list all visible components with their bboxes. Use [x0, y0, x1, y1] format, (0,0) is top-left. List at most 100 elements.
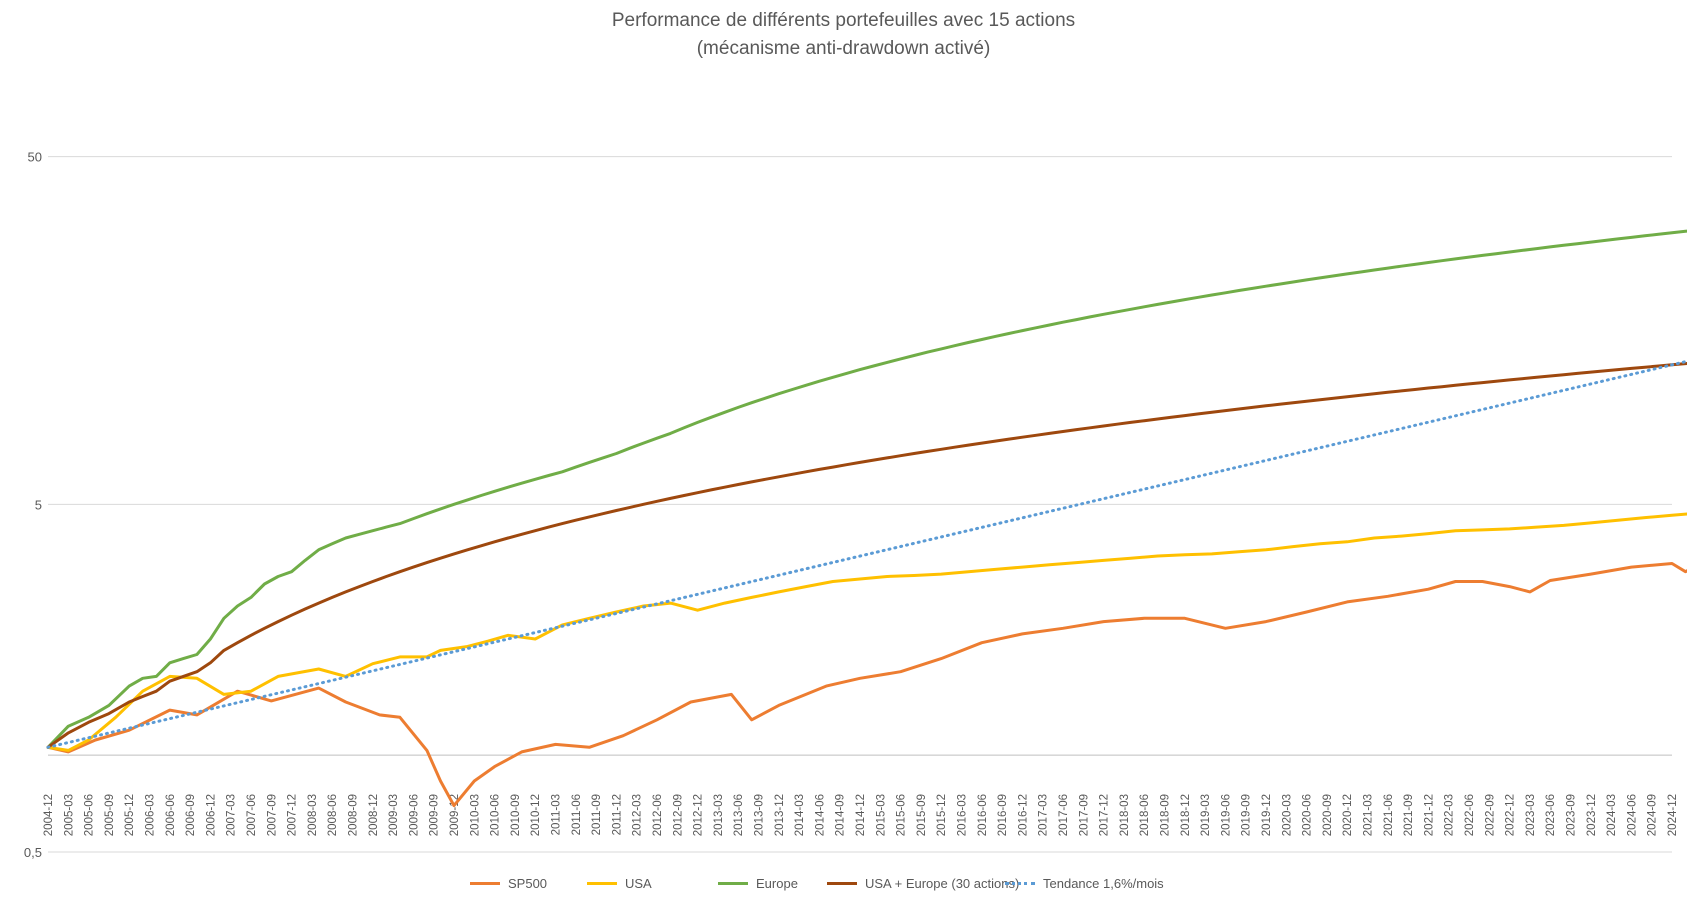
- x-tick-label: 2012-12: [693, 794, 705, 836]
- x-tick-label: 2017-06: [1058, 794, 1070, 836]
- x-tick-label: 2019-03: [1200, 794, 1212, 836]
- x-tick-label: 2007-12: [287, 794, 299, 836]
- series-line-1: [46, 512, 1687, 752]
- legend-label: Tendance 1,6%/mois: [1043, 876, 1164, 891]
- x-tick-label: 2011-03: [551, 794, 563, 835]
- x-tick-label: 2019-09: [1241, 794, 1253, 836]
- x-tick-label: 2024-06: [1626, 794, 1638, 836]
- x-tick-label: 2016-09: [997, 794, 1009, 836]
- x-tick-label: 2023-09: [1566, 794, 1578, 836]
- x-tick-label: 2017-03: [1038, 794, 1050, 836]
- x-tick-label: 2015-09: [916, 794, 928, 836]
- x-tick-label: 2020-03: [1281, 794, 1293, 836]
- x-tick-label: 2006-03: [145, 794, 157, 836]
- x-tick-label: 2022-03: [1444, 794, 1456, 836]
- x-tick-label: 2017-09: [1078, 794, 1090, 836]
- x-tick-label: 2018-06: [1139, 794, 1151, 836]
- x-tick-label: 2006-06: [165, 794, 177, 836]
- x-tick-label: 2010-06: [490, 794, 502, 836]
- legend-swatch: [1005, 882, 1035, 885]
- legend-label: USA + Europe (30 actions): [865, 876, 1020, 891]
- x-tick-label: 2018-03: [1119, 794, 1131, 836]
- x-tick-label: 2018-09: [1160, 794, 1172, 836]
- x-tick-label: 2021-06: [1383, 794, 1395, 836]
- x-tick-label: 2015-12: [936, 794, 948, 836]
- legend-swatch: [470, 882, 500, 885]
- x-tick-label: 2007-09: [266, 794, 278, 836]
- x-tick-label: 2013-09: [754, 794, 766, 836]
- x-tick-label: 2024-09: [1647, 794, 1659, 836]
- x-tick-label: 2013-03: [713, 794, 725, 836]
- x-tick-label: 2010-12: [530, 794, 542, 836]
- legend-item-3: USA + Europe (30 actions): [827, 876, 1019, 891]
- x-tick-label: 2023-03: [1525, 794, 1537, 836]
- y-tick-label: 5: [35, 497, 42, 512]
- x-tick-label: 2019-12: [1261, 794, 1273, 836]
- x-tick-label: 2018-12: [1180, 794, 1192, 836]
- legend-label: SP500: [508, 876, 548, 891]
- x-tick-label: 2023-06: [1545, 794, 1557, 836]
- x-tick-label: 2012-03: [632, 794, 644, 836]
- legend-swatch: [827, 882, 857, 885]
- x-tick-label: 2008-03: [307, 794, 319, 836]
- x-tick-label: 2009-06: [408, 794, 420, 836]
- legend-label: USA: [625, 876, 652, 891]
- x-tick-label: 2016-03: [957, 794, 969, 836]
- legend-item-4: Tendance 1,6%/mois: [1005, 876, 1164, 891]
- series-line-0: [46, 562, 1687, 808]
- x-tick-label: 2016-12: [1017, 794, 1029, 836]
- x-tick-label: 2005-03: [63, 794, 75, 836]
- legend-label: Europe: [756, 876, 798, 891]
- x-tick-label: 2021-12: [1423, 794, 1435, 836]
- x-tick-label: 2023-12: [1586, 794, 1598, 836]
- x-tick-label: 2013-06: [733, 794, 745, 836]
- x-tick-label: 2017-12: [1099, 794, 1111, 836]
- legend-swatch: [587, 882, 617, 885]
- x-tick-label: 2021-03: [1363, 794, 1375, 836]
- series-line-3: [46, 361, 1687, 749]
- x-tick-label: 2009-09: [429, 794, 441, 836]
- x-tick-label: 2010-09: [510, 794, 522, 836]
- x-tick-label: 2013-12: [774, 794, 786, 836]
- x-tick-label: 2014-03: [794, 794, 806, 836]
- x-tick-label: 2024-12: [1667, 794, 1679, 836]
- x-tick-label: 2012-06: [652, 794, 664, 836]
- x-tick-label: 2020-06: [1302, 794, 1314, 836]
- x-tick-label: 2007-06: [246, 794, 258, 836]
- x-tick-label: 2014-06: [814, 794, 826, 836]
- x-tick-label: 2020-09: [1322, 794, 1334, 836]
- legend-item-0: SP500: [470, 876, 547, 891]
- series-line-2: [46, 229, 1687, 749]
- x-tick-label: 2008-06: [327, 794, 339, 836]
- x-tick-label: 2015-06: [896, 794, 908, 836]
- x-tick-label: 2004-12: [43, 794, 55, 836]
- chart-title: Performance de différents portefeuilles …: [611, 10, 1076, 31]
- y-tick-label: 50: [28, 150, 42, 165]
- x-tick-label: 2011-06: [571, 794, 583, 835]
- x-tick-label: 2005-09: [104, 794, 116, 836]
- y-tick-label: 0,5: [24, 845, 42, 860]
- x-tick-label: 2024-03: [1606, 794, 1618, 836]
- x-tick-label: 2019-06: [1220, 794, 1232, 836]
- x-tick-label: 2006-09: [185, 794, 197, 836]
- x-tick-label: 2012-09: [672, 794, 684, 836]
- x-tick-label: 2007-03: [226, 794, 238, 836]
- legend-swatch: [718, 882, 748, 885]
- x-tick-label: 2008-09: [348, 794, 360, 836]
- x-tick-label: 2022-06: [1464, 794, 1476, 836]
- x-tick-label: 2022-12: [1505, 794, 1517, 836]
- legend-item-2: Europe: [718, 876, 798, 891]
- legend: SP500 USA Europe USA + Europe (30 actions) T…: [0, 876, 1687, 896]
- x-tick-label: 2020-12: [1342, 794, 1354, 836]
- legend-item-1: USA: [587, 876, 652, 891]
- x-tick-label: 2005-06: [84, 794, 96, 836]
- x-tick-label: 2014-12: [855, 794, 867, 836]
- x-tick-label: 2016-06: [977, 794, 989, 836]
- x-tick-label: 2011-12: [611, 794, 623, 835]
- x-tick-label: 2021-09: [1403, 794, 1415, 836]
- x-tick-label: 2011-09: [591, 794, 603, 835]
- x-tick-label: 2015-03: [875, 794, 887, 836]
- chart-subtitle: (mécanisme anti-drawdown activé): [696, 38, 991, 59]
